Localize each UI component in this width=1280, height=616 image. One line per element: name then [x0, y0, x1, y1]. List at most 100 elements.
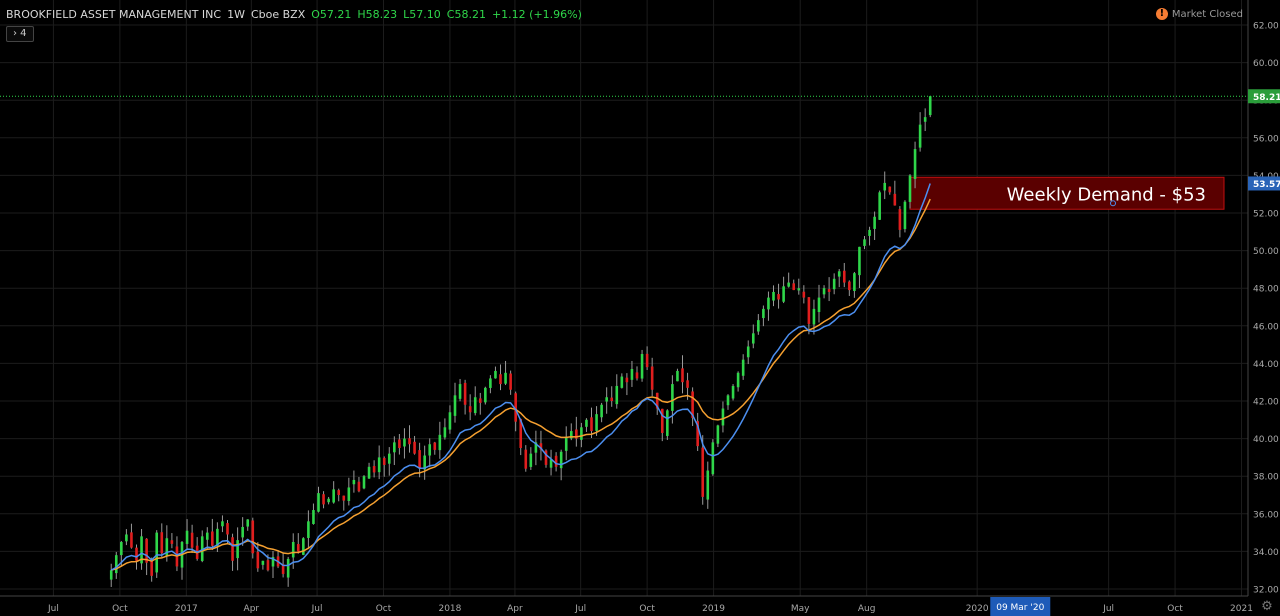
candle-body-93: [580, 427, 583, 440]
candle-body-131: [772, 291, 775, 301]
candle-body-95: [590, 417, 593, 432]
ma-fast-tag-bg: [1248, 176, 1280, 191]
candle-body-24: [231, 537, 234, 561]
symbol-header: BROOKFIELD ASSET MANAGEMENT INC 1W Cboe BZ…: [6, 8, 582, 21]
candle-body-102: [625, 377, 629, 383]
candle-body-135: [792, 283, 796, 291]
candle-body-117: [701, 447, 705, 497]
candle-body-143: [832, 278, 836, 290]
candle-body-38: [302, 538, 305, 555]
time-tick-label-0: Jul: [47, 604, 59, 614]
candle-body-142: [827, 289, 831, 292]
candle-body-73: [478, 398, 482, 403]
candle-body-30: [261, 560, 265, 565]
candle-body-19: [205, 532, 209, 540]
price-axis[interactable]: 62.0060.0058.0056.0054.0052.0050.0048.00…: [1247, 0, 1280, 616]
candle-body-148: [858, 246, 861, 276]
candle-body-106: [645, 353, 649, 368]
candle-body-23: [226, 523, 229, 535]
indicator-toggle-button[interactable]: › 4: [6, 26, 34, 42]
candle-body-141: [822, 288, 826, 295]
ma-fast-line: [110, 183, 931, 571]
candle-body-129: [762, 308, 765, 319]
candle-body-115: [691, 391, 694, 418]
candle-body-160: [918, 124, 922, 148]
candle-body-27: [246, 519, 250, 527]
price-tick-label-1: 60.00: [1253, 59, 1279, 69]
candle-body-74: [484, 387, 487, 403]
candle-body-31: [266, 560, 270, 571]
last-price-tag: 58.21: [1253, 93, 1280, 103]
candle-body-47: [347, 487, 351, 502]
candle-body-154: [888, 186, 892, 193]
time-tick-label-11: May: [791, 604, 810, 614]
candle-body-37: [296, 544, 300, 552]
candle-body-85: [539, 443, 543, 450]
gear-icon[interactable]: ⚙: [1261, 599, 1273, 614]
candle-body-56: [393, 442, 396, 453]
candle-body-68: [453, 395, 457, 416]
change-value: +1.12 (+1.96%): [491, 8, 582, 21]
candle-body-123: [731, 385, 735, 399]
candle-body-105: [640, 354, 644, 379]
chart-grid: [0, 0, 1248, 596]
candle-body-103: [630, 369, 634, 380]
candle-body-32: [271, 557, 275, 567]
low-value: L57.10: [403, 8, 441, 21]
candle-body-78: [504, 372, 507, 384]
candle-body-3: [125, 534, 128, 542]
zone-anchor-handle: [1110, 200, 1116, 207]
candle-body-61: [418, 450, 421, 469]
ma-slow-line: [111, 198, 931, 571]
candle-body-71: [468, 406, 472, 413]
price-tick-label-0: 62.00: [1253, 22, 1279, 32]
candle-body-134: [787, 282, 790, 287]
candle-body-12: [170, 540, 174, 544]
candle-body-109: [660, 408, 664, 433]
candle-body-54: [382, 457, 386, 465]
candle-body-89: [559, 451, 563, 469]
candle-body-18: [200, 536, 204, 561]
candle-body-113: [681, 368, 684, 383]
time-tick-label-6: 2018: [438, 604, 461, 614]
candle-body-88: [554, 455, 558, 467]
candle-body-98: [605, 397, 608, 402]
candle-body-7: [145, 538, 148, 563]
candle-body-84: [534, 442, 538, 453]
candle-body-90: [564, 436, 568, 451]
price-tick-label-8: 46.00: [1253, 322, 1279, 332]
interval[interactable]: 1W: [227, 8, 245, 21]
candle-body-114: [686, 380, 689, 388]
market-status: ! Market Closed: [1155, 8, 1243, 20]
candle-body-79: [509, 373, 512, 390]
time-tick-label-15: Oct: [1167, 604, 1183, 614]
candle-body-122: [726, 395, 730, 406]
time-tick-label-13: 2020: [966, 604, 989, 614]
candle-body-139: [812, 308, 816, 325]
candle-body-99: [610, 397, 614, 401]
time-tick-label-8: Jul: [574, 604, 586, 614]
candle-body-96: [595, 414, 598, 431]
candle-body-126: [746, 346, 750, 358]
time-tick-label-7: Apr: [507, 604, 523, 614]
candle-body-104: [635, 372, 639, 379]
candle-body-64: [433, 442, 437, 450]
candle-body-140: [817, 297, 821, 313]
time-axis[interactable]: Jul Oct 2017 Apr Jul Oct 2018 Apr Jul Oct 2019 May A…: [0, 595, 1253, 616]
time-tick-label-1: Oct: [112, 604, 128, 614]
candle-body-11: [165, 538, 169, 556]
candle-body-28: [251, 520, 255, 554]
candle-body-138: [807, 297, 811, 324]
time-tick-label-10: 2019: [702, 604, 725, 614]
candle-body-50: [362, 476, 366, 489]
price-tick-label-7: 48.00: [1253, 285, 1279, 295]
candle-body-137: [802, 291, 806, 298]
candle-body-35: [286, 558, 290, 578]
candle-body-150: [868, 229, 871, 236]
candle-body-60: [413, 441, 416, 454]
last-price-tag-bg: [1248, 89, 1280, 104]
price-tick-label-12: 38.00: [1253, 473, 1279, 483]
candle-body-147: [853, 273, 856, 291]
candle-body-133: [782, 286, 785, 302]
